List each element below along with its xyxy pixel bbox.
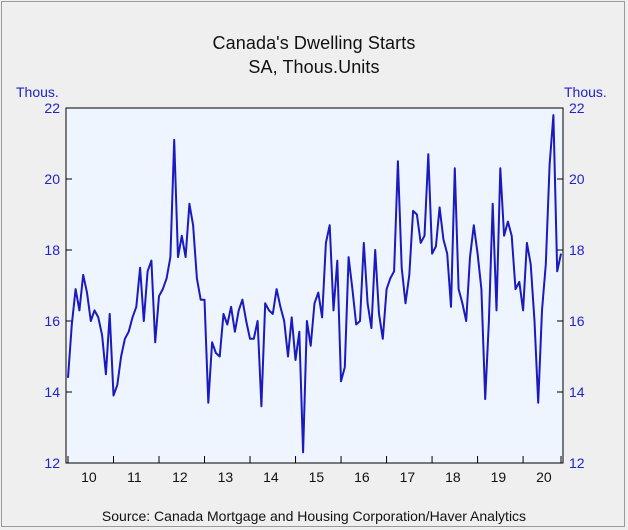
x-tick-label: 18 [445,469,461,485]
y-tick-label-left: 22 [44,100,60,116]
y-axis-unit-left: Thous. [16,84,59,100]
y-tick-label-right: 22 [569,100,585,116]
source-note: Source: Canada Mortgage and Housing Corp… [101,508,527,524]
x-tick-label: 11 [127,469,142,485]
y-tick-label-right: 20 [569,171,585,187]
x-tick-label: 14 [263,469,279,485]
y-axis-ticks: 12 12 14 14 16 16 18 18 20 20 22 22 [44,100,584,471]
y-tick-label-right: 16 [569,313,585,329]
x-tick-label: 10 [81,469,97,485]
chart-title: Canada's Dwelling Starts [212,33,416,53]
y-tick-label-left: 14 [44,384,60,400]
y-tick-label-right: 12 [569,455,585,471]
series-line [67,114,562,454]
x-axis-ticks: 10 11 12 13 14 15 16 17 18 19 20 [67,456,562,485]
y-tick-label-left: 12 [44,455,60,471]
y-tick-label-left: 20 [44,171,60,187]
x-tick-label: 15 [309,469,325,485]
x-tick-label: 13 [218,469,234,485]
y-tick-label-left: 16 [44,313,60,329]
y-axis-unit-right: Thous. [564,84,607,100]
x-tick-label: 20 [536,469,552,485]
y-tick-label-left: 18 [44,242,60,258]
x-tick-label: 16 [354,469,370,485]
x-tick-label: 17 [400,469,416,485]
x-tick-label: 19 [491,469,507,485]
y-tick-label-right: 14 [569,384,585,400]
chart-subtitle: SA, Thous.Units [248,57,380,77]
y-tick-label-right: 18 [569,242,585,258]
x-tick-label: 12 [172,469,188,485]
